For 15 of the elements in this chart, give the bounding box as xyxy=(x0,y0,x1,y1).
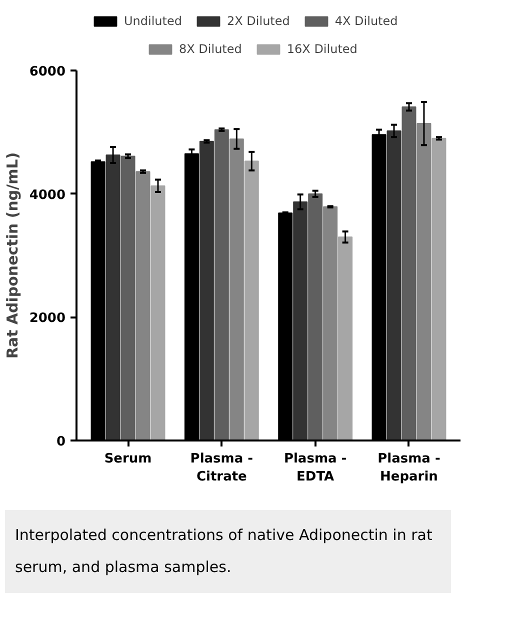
legend-label: 16X Diluted xyxy=(286,42,358,56)
legend-label: Undiluted xyxy=(124,14,182,28)
legend-label: 8X Diluted xyxy=(179,42,242,56)
text: Interpolated concentrations of native Adiponectin in rat serum, and plasma samples. xyxy=(15,525,434,578)
x-tick-label: Plasma - Citrate xyxy=(190,452,254,484)
legend-label: 4X Diluted xyxy=(334,14,398,28)
y-tick-label: 4000 xyxy=(29,188,66,203)
x-tick-label: Plasma - Heparin xyxy=(378,452,440,484)
legend-label: 2X Diluted xyxy=(226,14,290,28)
y-axis-title: Rat Adiponectin (ng/mL) xyxy=(3,152,22,359)
y-tick-label: 2000 xyxy=(29,311,66,326)
x-tick-label: Plasma - EDTA xyxy=(284,452,347,484)
y-tick-label: 6000 xyxy=(29,64,66,80)
x-tick-label: Serum xyxy=(104,452,152,466)
y-tick-label: 0 xyxy=(56,434,66,450)
